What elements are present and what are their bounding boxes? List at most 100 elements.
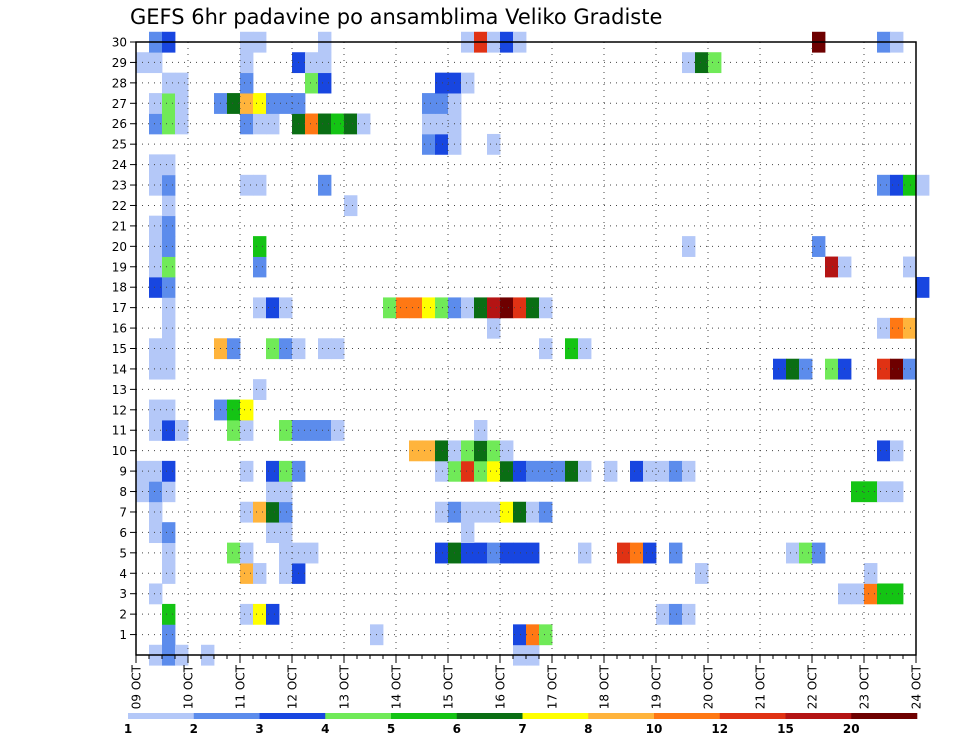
colorbar-label: 12 [711,722,728,736]
colorbar-label: 8 [584,722,592,736]
colorbar-label: 3 [255,722,263,736]
colorbar-label: 2 [190,722,198,736]
precip-cell [851,481,865,503]
precip-cell [266,93,280,114]
precip-cell [396,297,410,319]
precip-cell [500,297,514,319]
precip-cell [162,154,176,176]
precip-cell [162,317,176,339]
y-tick-label: 15 [112,342,127,356]
precip-cell [162,72,176,94]
y-tick-label: 8 [119,485,127,499]
precip-cell [877,358,891,380]
precip-cell [669,542,683,564]
precip-cell [253,174,267,196]
y-tick-label: 9 [119,465,127,479]
y-tick-label: 25 [112,138,127,152]
precip-cell [149,236,163,257]
precip-cell [162,481,176,503]
precip-cell [643,542,657,564]
precip-cell [903,317,917,339]
precip-cell [539,338,553,360]
colorbar-swatch [456,713,523,719]
precip-cell [305,52,319,74]
precip-cell [513,501,527,523]
y-tick-label: 11 [112,424,127,438]
y-tick-label: 19 [112,260,127,274]
precip-cell [890,481,904,503]
x-tick-label: 13 OCT [338,664,352,709]
y-tick-label: 7 [119,505,127,519]
precip-cell [240,113,254,135]
precip-cell [175,113,189,135]
precip-cell [253,501,267,523]
y-tick-label: 2 [119,608,127,622]
precip-cell [149,481,163,503]
colorbar-swatch [654,713,721,719]
precip-cell [474,542,488,564]
precip-cell [279,563,293,584]
precip-cell [149,154,163,176]
precip-cell [240,72,254,94]
precip-cell [422,93,436,114]
precip-cell [162,236,176,257]
y-tick-label: 23 [112,179,127,193]
gridlines [136,41,916,655]
precip-cell [487,297,501,319]
precip-cell [357,113,371,135]
colorbar-swatch [193,713,260,719]
y-axis-ticks: 1234567891011121314151617181920212223242… [112,36,136,642]
precip-cell [422,133,436,155]
precip-cell [279,501,293,523]
precip-cell [149,460,163,482]
chart-title: GEFS 6hr padavine po ansamblima Veliko G… [130,5,662,29]
precip-cell [864,563,878,584]
x-tick-label: 22 OCT [806,664,820,709]
precip-cell [162,624,176,646]
x-tick-label: 18 OCT [598,664,612,709]
precip-cell [877,317,891,339]
precip-cell [162,195,176,217]
precip-cell [903,256,917,278]
precip-cell [266,603,280,625]
precip-cell [149,583,163,605]
precip-cell [695,52,709,74]
colorbar-swatch [391,713,458,719]
colorbar-label: 20 [843,722,860,736]
precip-cell [318,420,332,441]
precip-cell [162,297,176,319]
precip-cell [877,583,891,605]
precip-cell [500,542,514,564]
precip-cell [240,93,254,114]
colorbar-swatch [785,713,852,719]
x-tick-label: 16 OCT [494,664,508,709]
x-tick-label: 20 OCT [702,664,716,709]
precip-cell [344,113,358,135]
precip-cell [318,174,332,196]
precip-cell [578,460,592,482]
precip-cell [240,420,254,441]
precip-cell [474,420,488,441]
precip-cell [474,440,488,462]
precip-cell [890,583,904,605]
precip-cell [149,358,163,380]
precip-cell [435,501,449,523]
x-axis-ticks: 09 OCT 10 OCT 11 OCT 12 OCT 13 OCT 14 OCT 15 O… [130,655,924,709]
precip-cell [461,501,475,523]
precip-cell [175,93,189,114]
precip-cell [578,338,592,360]
precip-cell [669,603,683,625]
precip-cell [877,174,891,196]
precip-cell [149,338,163,360]
colorbar-swatch [259,713,326,719]
x-tick-label: 11 OCT [234,664,248,709]
y-tick-label: 5 [119,546,127,560]
precip-cell [305,72,319,94]
precip-cell [435,542,449,564]
precip-cell [253,93,267,114]
precip-cell [240,460,254,482]
precip-cell [253,113,267,135]
precip-cell [266,338,280,360]
precip-cell [435,297,449,319]
